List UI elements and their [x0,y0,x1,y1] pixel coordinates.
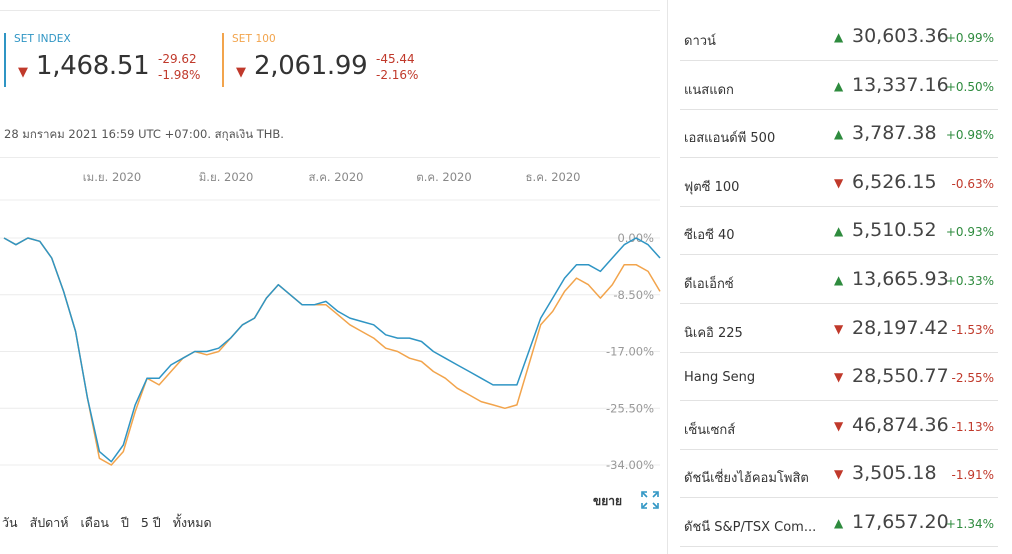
expand-icon[interactable] [640,490,660,510]
range-year[interactable]: ปี [120,515,129,530]
ticker-change: +0.50% [945,79,994,94]
ticker-row[interactable]: แนสแดก ▲ 13,337.16 +0.50% [680,61,998,110]
set-index-change-points: -29.62 [158,52,197,66]
x-tick-label: มิ.ย. 2020 [199,170,254,184]
ticker-row[interactable]: ดัชนี S&P/TSX Com... ▲ 17,657.20 +1.34% [680,498,998,547]
ticker-name: ซีเอซี 40 [684,228,735,244]
ticker-row[interactable]: นิเคอิ 225 ▼ 28,197.42 -1.53% [680,304,998,353]
divider [0,157,660,158]
ticker-change: -0.63% [951,176,994,191]
range-month[interactable]: เดือน [80,515,109,530]
set-index-name: SET INDEX [14,33,71,45]
down-arrow-icon: ▼ [834,467,844,482]
set100-change-pct: -2.16% [376,68,419,82]
set100-line [3,237,661,466]
expand-button[interactable]: ขยาย [593,494,623,508]
ticker-value: 28,197.42 [852,316,949,339]
set100-value: 2,061.99 [254,51,368,81]
y-tick-label: -8.50% [613,288,654,302]
set100-name: SET 100 [232,33,276,45]
down-arrow-icon: ▼ [834,175,844,190]
set-index-line [3,237,661,463]
ticker-name: ฟุตซี 100 [684,179,740,195]
range-selector: วัน สัปดาห์ เดือน ปี 5 ปี ทั้งหมด [2,513,220,533]
top-border [0,0,660,11]
set-index-change: -29.62 -1.98% [158,51,200,83]
x-tick-label: ต.ค. 2020 [416,170,471,184]
ticker-name: นิเคอิ 225 [684,325,743,341]
range-5y[interactable]: 5 ปี [140,515,161,530]
ticker-value: 13,665.93 [852,268,949,290]
ticker-change: +1.34% [945,517,994,531]
ticker-change: +0.93% [945,225,994,240]
ticker-value: 46,874.36 [852,413,949,436]
y-tick-label: -34.00% [606,458,654,472]
y-tick-label: -25.50% [606,401,654,415]
performance-chart[interactable]: เม.ย. 2020 มิ.ย. 2020 ส.ค. 2020 ต.ค. 2020 ธ.… [0,160,664,480]
ticker-name: เอสแอนด์พี 500 [684,131,776,147]
ticker-value: 13,337.16 [852,73,949,96]
up-arrow-icon: ▲ [834,78,844,93]
up-arrow-icon: ▲ [834,516,844,530]
down-arrow-icon: ▼ [834,370,844,385]
ticker-name: ดีเอเอ็กซ์ [684,277,734,292]
ticker-change: +0.33% [945,274,994,288]
set-index-quote[interactable]: SET INDEX ▼ 1,468.51 -29.62 -1.98% [4,33,200,87]
ticker-row[interactable]: เอสแอนด์พี 500 ▲ 3,787.38 +0.98% [680,109,998,159]
y-tick-label: -17.00% [606,345,654,359]
ticker-row[interactable]: ฟุตซี 100 ▼ 6,526.15 -0.63% [680,158,998,207]
timestamp: 28 มกราคม 2021 16:59 UTC +07:00. สกุลเงิ… [4,127,284,141]
set100-change: -45.44 -2.16% [376,51,418,83]
down-arrow-icon: ▼ [834,418,844,433]
x-tick-label: ส.ค. 2020 [309,170,364,184]
ticker-change: -1.13% [951,419,994,434]
ticker-row[interactable]: ดีเอเอ็กซ์ ▲ 13,665.93 +0.33% [680,255,998,304]
ticker-value: 30,603.36 [852,25,949,47]
ticker-change: +0.98% [945,128,994,143]
set100-change-points: -45.44 [376,52,415,66]
ticker-name: Hang Seng [684,370,756,386]
set100-quote[interactable]: SET 100 ▼ 2,061.99 -45.44 -2.16% [222,33,418,87]
ticker-name: ดาวน์ [684,34,716,49]
ticker-value: 3,505.18 [852,462,937,485]
set-index-change-pct: -1.98% [158,68,201,82]
range-week[interactable]: สัปดาห์ [29,515,69,530]
range-day[interactable]: วัน [2,515,18,530]
ticker-change: -1.53% [951,322,994,337]
panel-divider [667,0,668,554]
ticker-change: +0.99% [945,31,994,45]
ticker-change: -1.91% [951,468,994,483]
ticker-value: 28,550.77 [852,365,949,388]
ticker-row[interactable]: Hang Seng ▼ 28,550.77 -2.55% [680,352,998,402]
ticker-value: 3,787.38 [852,122,937,145]
up-arrow-icon: ▲ [834,273,844,287]
ticker-value: 5,510.52 [852,219,937,242]
up-arrow-icon: ▲ [834,127,844,142]
down-arrow-icon: ▼ [18,65,28,80]
ticker-row[interactable]: ดัชนีเซี่ยงไฮ้คอมโพสิต ▼ 3,505.18 -1.91% [680,449,998,499]
down-arrow-icon: ▼ [834,321,844,336]
up-arrow-icon: ▲ [834,224,844,239]
ticker-name: แนสแดก [684,82,734,98]
ticker-value: 17,657.20 [852,511,949,533]
ticker-row[interactable]: ดาวน์ ▲ 30,603.36 +0.99% [680,12,998,61]
ticker-row[interactable]: เซ็นเซกส์ ▼ 46,874.36 -1.13% [680,401,998,450]
down-arrow-icon: ▼ [236,65,246,80]
ticker-name: ดัชนี S&P/TSX Com... [684,520,817,535]
ticker-value: 6,526.15 [852,170,937,193]
range-all[interactable]: ทั้งหมด [172,515,212,530]
x-tick-label: เม.ย. 2020 [83,170,141,184]
ticker-name: เซ็นเซกส์ [684,422,736,438]
up-arrow-icon: ▲ [834,30,844,44]
ticker-row[interactable]: ซีเอซี 40 ▲ 5,510.52 +0.93% [680,206,998,256]
set-index-value: 1,468.51 [36,51,150,81]
ticker-name: ดัชนีเซี่ยงไฮ้คอมโพสิต [684,471,809,487]
ticker-change: -2.55% [951,371,994,386]
x-tick-label: ธ.ค. 2020 [526,170,581,184]
